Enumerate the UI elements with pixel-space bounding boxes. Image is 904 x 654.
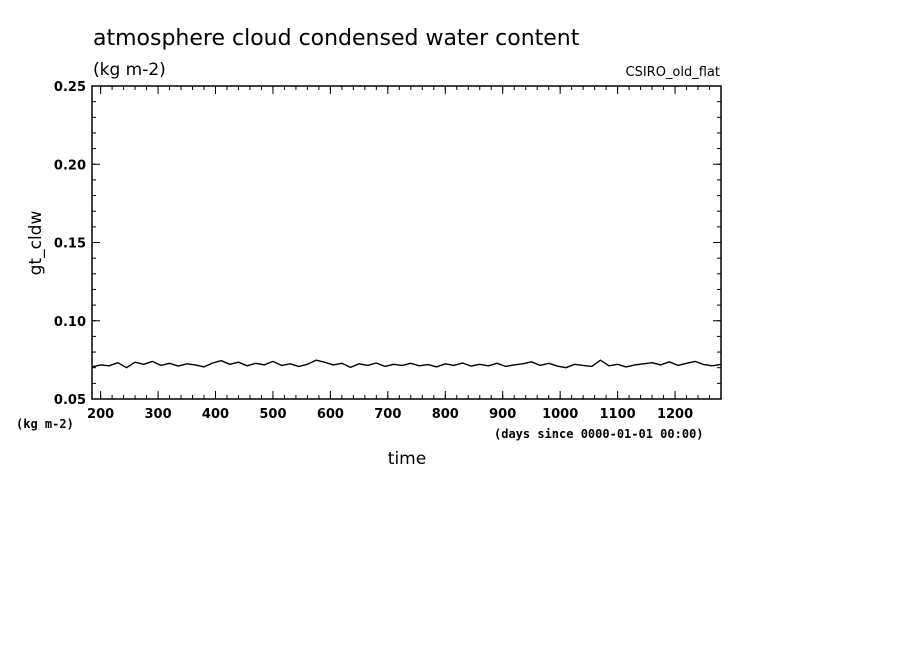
chart-title: atmosphere cloud condensed water content (93, 26, 580, 51)
x-tick-label: 400 (202, 407, 229, 422)
x-tick-label: 1000 (542, 407, 578, 422)
y-tick-label: 0.15 (54, 237, 86, 252)
x-axis-label: time (388, 449, 426, 469)
x-tick-label: 1200 (657, 407, 693, 422)
x-axis-units: (days since 0000-01-01 00:00) (494, 427, 704, 441)
y-axis-units: (kg m-2) (16, 417, 74, 431)
series-line-gt_cldw (91, 359, 722, 369)
y-tick-label: 0.05 (54, 393, 86, 408)
dataset-label: CSIRO_old_flat (626, 65, 721, 80)
x-tick-label: 900 (489, 407, 516, 422)
y-tick-label: 0.25 (54, 80, 86, 95)
series-layer (91, 359, 722, 369)
x-tick-label: 600 (317, 407, 344, 422)
x-axis: 200 300 400 500 600 700 800 900 1000 1100 1200 (87, 86, 722, 422)
x-tick-label: 300 (144, 407, 171, 422)
y-axis-label: gt_cldw (26, 211, 46, 276)
x-tick-label: 200 (87, 407, 114, 422)
plot-frame (91, 85, 722, 400)
chart-units-label: (kg m-2) (93, 60, 166, 80)
y-tick-label: 0.10 (54, 315, 86, 330)
x-tick-label: 1100 (600, 407, 636, 422)
x-tick-label: 800 (432, 407, 459, 422)
x-tick-label: 700 (374, 407, 401, 422)
x-tick-label: 500 (259, 407, 286, 422)
y-axis: 0.05 0.10 0.15 0.20 0.25 (54, 80, 721, 408)
y-tick-label: 0.20 (54, 158, 86, 173)
